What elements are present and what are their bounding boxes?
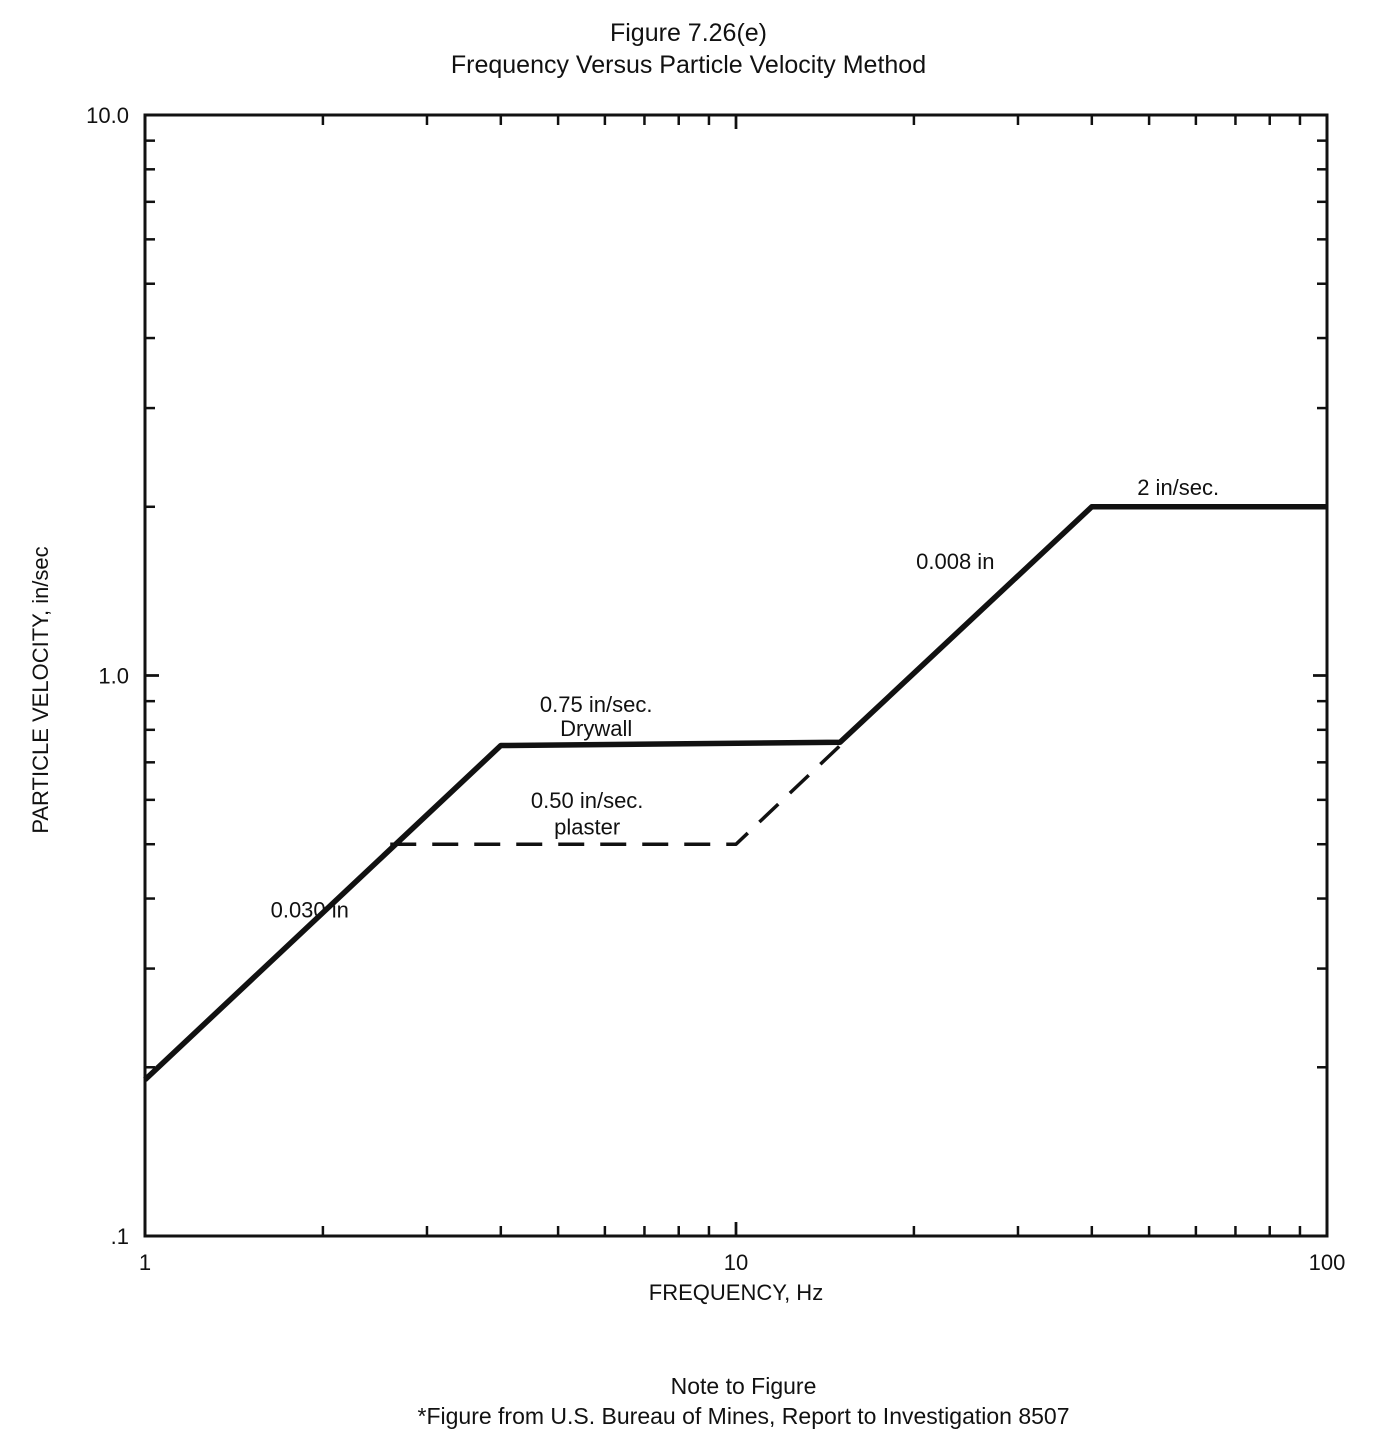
chart-annotation: 2 in/sec. <box>1137 475 1219 500</box>
chart-annotation: 0.75 in/sec. <box>540 692 653 717</box>
y-tick-label: 10.0 <box>86 103 129 128</box>
plaster-limit-line <box>390 744 842 846</box>
note-text: *Figure from U.S. Bureau of Mines, Repor… <box>417 1403 1070 1429</box>
annotation-layer: 0.030 in 0.75 in/sec.Drywall 0.50 in/sec.p… <box>271 475 1220 923</box>
x-tick-label: 100 <box>1309 1250 1346 1275</box>
figure-title: Figure 7.26(e) <box>609 19 768 47</box>
note-title: Note to Figure <box>670 1373 817 1399</box>
series-layer <box>143 504 1327 1082</box>
chart-annotation: 0.50 in/sec. <box>531 788 644 813</box>
x-tick-label: 1 <box>139 1250 151 1275</box>
drywall-limit-line <box>143 504 1327 1082</box>
chart-annotation: 0.030 in <box>271 898 349 923</box>
x-axis-title: FREQUENCY, Hz <box>649 1280 823 1305</box>
tick-labels: 1 10 100 .1 1.0 10.0 <box>86 103 1345 1275</box>
minor-ticks <box>145 115 1327 1236</box>
chart-annotation: plaster <box>554 815 620 840</box>
y-tick-label: .1 <box>111 1224 129 1249</box>
chart-annotation: Drywall <box>560 716 632 741</box>
chart-annotation: 0.008 in <box>916 549 994 574</box>
figure-subtitle: Frequency Versus Particle Velocity Metho… <box>450 51 927 79</box>
x-tick-label: 10 <box>724 1250 748 1275</box>
y-tick-label: 1.0 <box>98 664 129 689</box>
plot-frame <box>143 113 1329 1238</box>
y-axis-title: PARTICLE VELOCITY, in/sec <box>28 546 53 833</box>
